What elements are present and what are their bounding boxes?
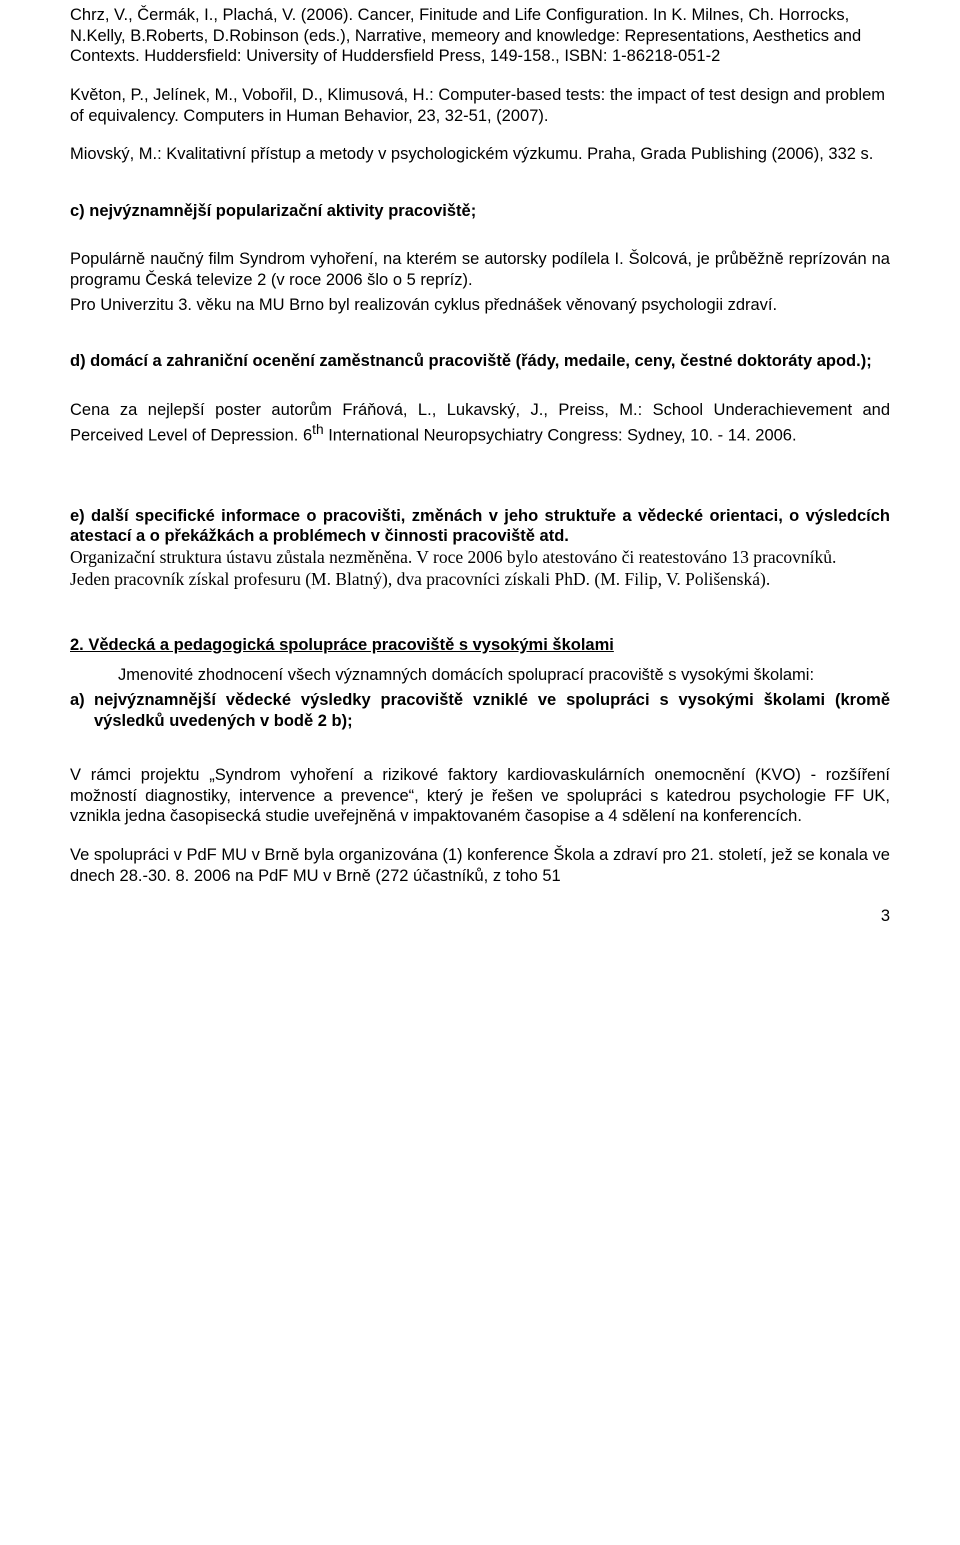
heading-c: c) nejvýznamnější popularizační aktivity… [70, 201, 890, 222]
paragraph-a1: V rámci projektu „Syndrom vyhoření a riz… [70, 765, 890, 827]
heading-a-text: nejvýznamnější vědecké výsledky pracoviš… [94, 690, 890, 731]
spacer [70, 450, 890, 506]
superscript-th: th [312, 422, 323, 437]
paragraph-e1: Organizační struktura ústavu zůstala nez… [70, 547, 890, 569]
paragraph-d1-part2: International Neuropsychiatry Congress: … [324, 426, 797, 444]
reference-1: Chrz, V., Čermák, I., Plachá, V. (2006).… [70, 5, 890, 67]
paragraph-d1: Cena za nejlepší poster autorům Fráňová,… [70, 400, 890, 446]
reference-3: Miovský, M.: Kvalitativní přístup a meto… [70, 144, 890, 165]
page-number: 3 [70, 906, 890, 927]
paragraph-c2: Pro Univerzitu 3. věku na MU Brno byl re… [70, 295, 890, 316]
paragraph-sec2-intro: Jmenovité zhodnocení všech významných do… [70, 665, 890, 686]
heading-a: a) nejvýznamnější vědecké výsledky praco… [70, 690, 890, 731]
document-page: Chrz, V., Čermák, I., Plachá, V. (2006).… [0, 0, 960, 951]
heading-section-2-text: 2. Vědecká a pedagogická spolupráce prac… [70, 636, 614, 654]
spacer [70, 831, 890, 845]
heading-d: d) domácí a zahraniční ocenění zaměstnan… [70, 351, 890, 372]
heading-section-2: 2. Vědecká a pedagogická spolupráce prac… [70, 635, 890, 656]
paragraph-c1: Populárně naučný film Syndrom vyhoření, … [70, 249, 890, 290]
paragraph-a2: Ve spolupráci v PdF MU v Brně byla organ… [70, 845, 890, 886]
paragraph-e2: Jeden pracovník získal profesuru (M. Bla… [70, 569, 890, 591]
spacer [70, 731, 890, 765]
heading-e: e) další specifické informace o pracoviš… [70, 506, 890, 547]
reference-2: Květon, P., Jelínek, M., Vobořil, D., Kl… [70, 85, 890, 126]
heading-a-label: a) [70, 690, 94, 731]
